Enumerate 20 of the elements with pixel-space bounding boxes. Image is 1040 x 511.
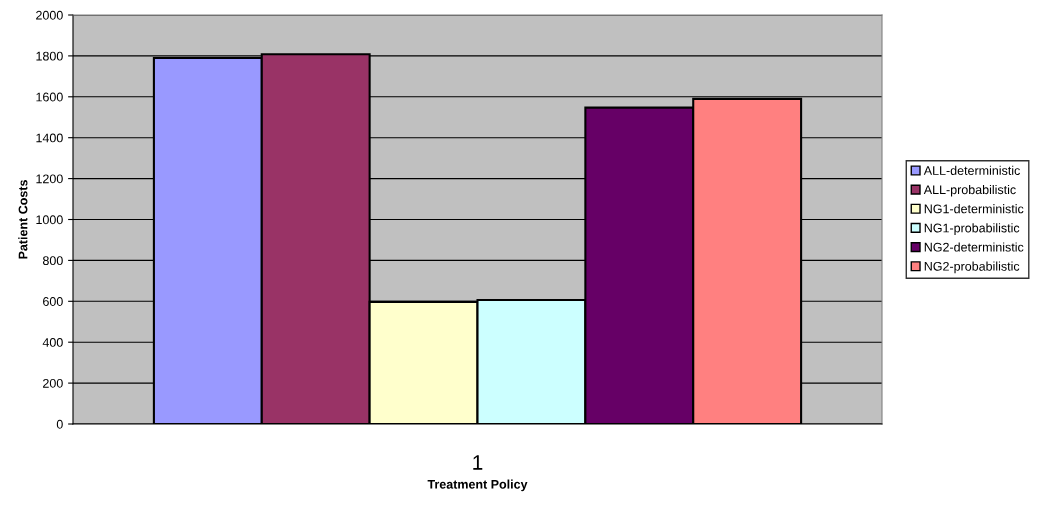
- legend-label: NG1-probabilistic: [924, 223, 1020, 235]
- x-tick-label: 1: [473, 455, 483, 470]
- y-tick-label: 200: [43, 378, 63, 388]
- x-axis-title: Treatment Policy: [427, 479, 528, 492]
- y-axis-title: Patient Costs: [18, 180, 28, 259]
- legend-label: NG2-probabilistic: [924, 261, 1020, 274]
- legend-label: NG2-deterministic: [924, 242, 1024, 252]
- legend-label: ALL-deterministic: [923, 165, 1020, 175]
- y-tick-label: 2000: [36, 10, 63, 20]
- legend-label: NG1-deterministic: [924, 204, 1024, 214]
- y-tick-label: 600: [43, 297, 63, 306]
- legend-label: ALL-probabilistic: [923, 184, 1016, 197]
- y-tick-label: 400: [42, 338, 63, 347]
- y-tick-label: 1400: [36, 133, 63, 143]
- y-tick-label: 0: [56, 419, 63, 429]
- y-tick-label: 1000: [36, 215, 63, 225]
- y-tick-label: 800: [42, 256, 63, 266]
- y-tick-label: 1600: [36, 92, 63, 102]
- y-tick-label: 1200: [36, 174, 63, 184]
- y-tick-label: 1800: [36, 51, 63, 61]
